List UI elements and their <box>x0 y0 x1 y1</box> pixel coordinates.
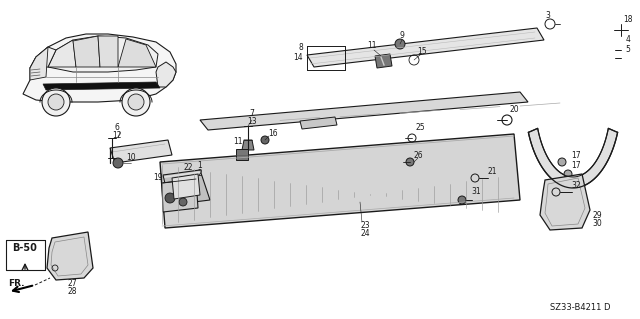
Text: 22: 22 <box>183 164 193 173</box>
Text: 16: 16 <box>268 129 278 137</box>
Polygon shape <box>540 174 590 230</box>
Circle shape <box>395 39 405 49</box>
Polygon shape <box>73 36 100 67</box>
Polygon shape <box>48 36 158 72</box>
Polygon shape <box>23 34 176 102</box>
Text: 15: 15 <box>417 48 427 56</box>
Text: 18: 18 <box>623 16 633 25</box>
Text: 21: 21 <box>487 167 497 176</box>
Text: 5: 5 <box>625 46 630 55</box>
Text: B-50: B-50 <box>13 243 37 253</box>
Circle shape <box>48 94 64 110</box>
Text: 4: 4 <box>625 35 630 44</box>
Polygon shape <box>529 128 618 188</box>
Text: 9: 9 <box>399 32 404 41</box>
Text: 6: 6 <box>115 122 120 131</box>
Polygon shape <box>242 140 254 150</box>
Polygon shape <box>200 92 528 130</box>
Text: 31: 31 <box>471 188 481 197</box>
Polygon shape <box>160 134 520 228</box>
Text: 26: 26 <box>413 151 423 160</box>
Text: SZ33-B4211 D: SZ33-B4211 D <box>550 303 611 313</box>
Circle shape <box>165 193 175 203</box>
Text: 20: 20 <box>509 106 519 115</box>
Polygon shape <box>307 28 544 67</box>
Text: 13: 13 <box>247 117 257 127</box>
Text: 12: 12 <box>112 130 122 139</box>
Circle shape <box>261 136 269 144</box>
Polygon shape <box>163 170 210 205</box>
Circle shape <box>179 198 187 206</box>
Text: 19: 19 <box>153 174 163 182</box>
Text: 24: 24 <box>360 228 370 238</box>
Text: 28: 28 <box>67 287 77 296</box>
Polygon shape <box>98 36 118 67</box>
Text: 32: 32 <box>571 181 581 189</box>
Circle shape <box>558 158 566 166</box>
Polygon shape <box>375 54 392 68</box>
Polygon shape <box>43 82 160 90</box>
Text: 11: 11 <box>367 41 377 49</box>
Circle shape <box>458 196 466 204</box>
Text: 8: 8 <box>298 43 303 53</box>
Circle shape <box>406 158 414 166</box>
Polygon shape <box>300 117 337 129</box>
Polygon shape <box>162 179 198 212</box>
Circle shape <box>122 88 150 116</box>
Text: 29: 29 <box>592 211 602 219</box>
Text: FR.: FR. <box>8 279 24 288</box>
Polygon shape <box>30 47 56 68</box>
Polygon shape <box>156 62 176 87</box>
Polygon shape <box>236 149 248 160</box>
Polygon shape <box>118 39 156 67</box>
Text: 10: 10 <box>126 153 136 162</box>
Circle shape <box>128 94 144 110</box>
Text: 25: 25 <box>415 123 425 132</box>
Circle shape <box>564 170 572 178</box>
Text: 11: 11 <box>233 137 243 146</box>
Text: 2: 2 <box>198 168 202 177</box>
Polygon shape <box>110 140 172 163</box>
Text: 1: 1 <box>198 160 202 169</box>
Text: 7: 7 <box>250 109 255 118</box>
Text: 23: 23 <box>360 220 370 229</box>
Polygon shape <box>30 47 48 80</box>
Text: 14: 14 <box>293 53 303 62</box>
Circle shape <box>113 158 123 168</box>
Polygon shape <box>172 174 200 199</box>
Circle shape <box>42 88 70 116</box>
Text: 3: 3 <box>545 11 550 19</box>
Text: 17: 17 <box>571 161 581 170</box>
Text: 17: 17 <box>571 151 581 160</box>
Polygon shape <box>48 40 76 67</box>
Polygon shape <box>47 232 93 280</box>
Text: 30: 30 <box>592 219 602 228</box>
Text: 27: 27 <box>67 279 77 288</box>
